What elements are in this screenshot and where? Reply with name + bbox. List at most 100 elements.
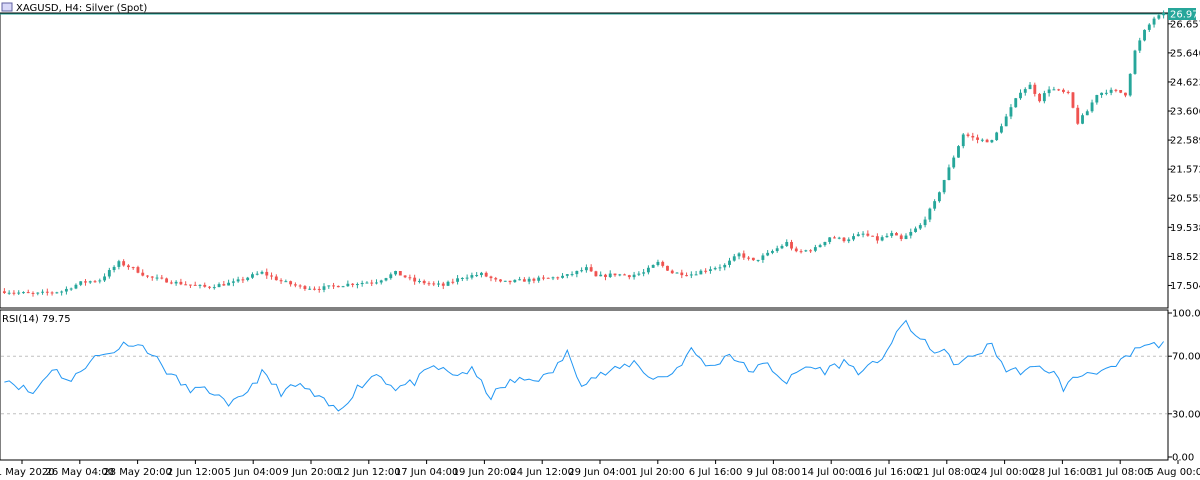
candle-body	[107, 270, 111, 277]
candle	[675, 272, 679, 274]
candle-body	[236, 279, 240, 282]
candle	[303, 285, 307, 291]
candle	[451, 278, 455, 285]
candle	[537, 275, 541, 283]
time-tick-label: 6 Jul 16:00	[689, 467, 743, 478]
candle	[937, 191, 941, 203]
candle	[961, 133, 965, 149]
candle	[260, 270, 264, 275]
candle	[155, 274, 159, 281]
candle	[193, 281, 197, 286]
candle-body	[885, 235, 889, 238]
candle	[74, 283, 78, 290]
candle-body	[64, 288, 68, 292]
candle	[570, 271, 574, 277]
candle-body	[41, 291, 44, 293]
price-tick-label: 19.538	[1170, 223, 1200, 234]
candle	[427, 281, 431, 286]
candle	[704, 268, 708, 274]
candle-body	[451, 281, 455, 283]
candle	[1023, 87, 1027, 96]
candle	[1085, 109, 1089, 116]
candle	[785, 239, 789, 247]
candle-body	[1138, 40, 1142, 51]
candle	[885, 233, 889, 238]
candle-body	[22, 292, 25, 294]
candle	[680, 269, 684, 279]
price-y-axis: 26.657 25.640 24.623 23.606 22.589 21.572 20.5…	[1168, 19, 1200, 292]
candle	[308, 286, 312, 290]
candle	[55, 291, 59, 294]
candle-body	[813, 247, 817, 251]
candle-body	[465, 277, 469, 279]
candle-body	[933, 201, 937, 209]
candle	[1076, 104, 1080, 125]
candle-body	[680, 272, 684, 276]
candle-body	[284, 281, 288, 283]
candle	[999, 123, 1003, 134]
candle	[289, 280, 293, 287]
candle	[1124, 92, 1127, 98]
candle	[179, 278, 183, 286]
candle-body	[1071, 92, 1075, 108]
candle	[732, 253, 736, 262]
candle-body	[799, 251, 803, 253]
candle	[551, 276, 555, 281]
candle-body	[1062, 89, 1065, 92]
candle	[255, 271, 259, 276]
candle-body	[503, 280, 507, 282]
candle-body	[1081, 115, 1084, 124]
candle-body	[475, 275, 479, 277]
candle	[332, 282, 335, 290]
candle	[856, 231, 860, 237]
candle-body	[246, 277, 250, 280]
candle	[546, 277, 550, 279]
candle-body	[976, 137, 979, 140]
candle	[976, 134, 979, 144]
candle	[41, 289, 44, 295]
candle	[966, 132, 970, 138]
candle-body	[1133, 50, 1137, 74]
time-tick-label: 5 Aug 00:00	[1147, 467, 1200, 478]
candle	[1028, 82, 1032, 90]
candle-body	[1023, 89, 1027, 93]
candle	[174, 280, 178, 286]
candle-body	[1028, 84, 1032, 90]
candle-body	[904, 235, 908, 240]
candle-body	[270, 275, 273, 277]
time-tick-label: 19 Jun 20:00	[453, 467, 517, 478]
candle	[751, 257, 755, 261]
time-tick-label: 24 Jun 12:00	[510, 467, 574, 478]
candle	[422, 279, 426, 285]
candle-body	[208, 286, 211, 288]
candle	[1143, 29, 1146, 42]
candle	[322, 283, 326, 293]
candle	[50, 291, 54, 296]
candle	[728, 257, 731, 268]
candle-body	[432, 283, 436, 285]
candle-body	[847, 239, 851, 242]
candle	[852, 233, 855, 242]
price-tick-label: 21.572	[1170, 165, 1200, 176]
candle-body	[308, 288, 312, 290]
candle	[909, 228, 913, 239]
candle	[1133, 49, 1137, 75]
price-tick-label: 23.606	[1170, 107, 1200, 118]
candle-body	[117, 261, 121, 267]
candle	[627, 274, 631, 280]
candle	[1057, 88, 1061, 92]
candle	[88, 280, 92, 284]
candle-body	[422, 280, 426, 284]
candle	[355, 282, 359, 289]
candle	[246, 276, 250, 282]
candle-body	[217, 284, 221, 288]
candle-body	[1019, 92, 1022, 99]
candle-body	[666, 265, 669, 271]
candle	[871, 235, 875, 237]
candle	[694, 270, 698, 276]
candle	[203, 282, 207, 288]
candle-body	[532, 278, 536, 281]
candle-body	[508, 280, 512, 283]
